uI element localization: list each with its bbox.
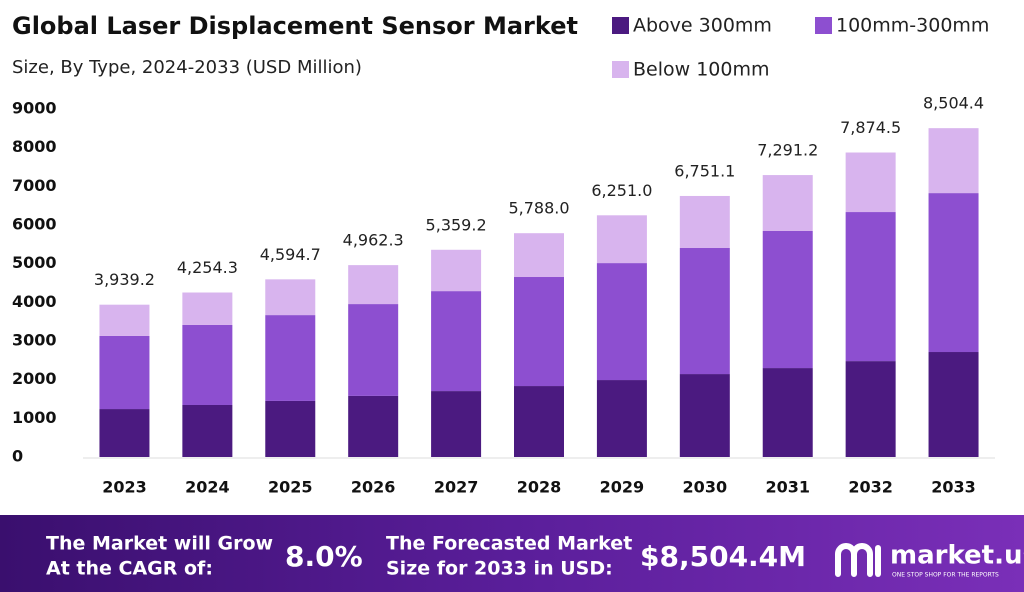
- y-tick-label: 9000: [12, 99, 57, 118]
- y-tick-label: 0: [12, 447, 23, 466]
- x-tick-label: 2030: [683, 478, 728, 497]
- x-tick-label: 2024: [185, 478, 230, 497]
- x-tick-label: 2026: [351, 478, 396, 497]
- total-label: 7,874.5: [840, 118, 901, 137]
- bar-segment: [431, 291, 482, 392]
- bar-segment: [265, 279, 316, 316]
- forecast-text: The Forecasted Market: [386, 533, 632, 555]
- forecast-text: Size for 2033 in USD:: [386, 558, 613, 580]
- bar-segment: [514, 277, 564, 387]
- bar-segment: [348, 395, 399, 457]
- bar-segment: [845, 212, 896, 362]
- x-tick-label: 2023: [102, 478, 147, 497]
- x-tick-label: 2027: [434, 478, 479, 497]
- y-tick-label: 3000: [12, 331, 57, 350]
- bar-segment: [99, 335, 150, 410]
- bar-segment: [928, 352, 979, 457]
- bar-segment: [348, 265, 399, 305]
- bar-segment: [762, 175, 813, 231]
- chart-subtitle: Size, By Type, 2024-2033 (USD Million): [12, 57, 362, 78]
- total-label: 4,594.7: [260, 245, 321, 264]
- total-label: 7,291.2: [757, 141, 818, 160]
- total-label: 6,751.1: [674, 161, 735, 180]
- legend-swatch: [612, 61, 629, 78]
- tagline: ONE STOP SHOP FOR THE REPORTS: [892, 572, 999, 579]
- bar-segment: [845, 361, 896, 457]
- x-tick-label: 2031: [765, 478, 810, 497]
- total-label: 3,939.2: [94, 270, 155, 289]
- bar-segment: [348, 304, 399, 396]
- x-tick-label: 2028: [517, 478, 562, 497]
- total-label: 4,962.3: [343, 231, 404, 250]
- bar-segment: [182, 324, 233, 405]
- brand: market.us: [890, 541, 1024, 571]
- total-label: 6,251.0: [591, 181, 652, 200]
- legend-swatch: [815, 17, 832, 34]
- bar-segment: [182, 292, 233, 325]
- bar-segment: [596, 215, 647, 264]
- bar-segment: [99, 409, 150, 457]
- bar-segment: [679, 195, 730, 249]
- cagr-text: The Market will Grow: [46, 533, 273, 555]
- bar-segment: [596, 380, 647, 457]
- x-tick-label: 2032: [848, 478, 893, 497]
- y-tick-label: 4000: [12, 292, 57, 311]
- total-label: 4,254.3: [177, 258, 238, 277]
- legend-label: Above 300mm: [633, 15, 772, 37]
- cagr-text: At the CAGR of:: [46, 558, 213, 580]
- bar-segment: [679, 248, 730, 375]
- y-tick-label: 5000: [12, 253, 57, 272]
- total-label: 8,504.4: [923, 94, 984, 113]
- bar-segment: [514, 233, 564, 278]
- y-tick-label: 7000: [12, 176, 57, 195]
- total-label: 5,788.0: [508, 199, 569, 218]
- y-tick-label: 2000: [12, 369, 57, 388]
- bar-segment: [431, 391, 482, 457]
- bar-segment: [596, 263, 647, 381]
- y-tick-label: 8000: [12, 137, 57, 156]
- bar-segment: [928, 193, 979, 353]
- forecast-value: $8,504.4M: [640, 540, 806, 573]
- bar-segment: [762, 368, 813, 457]
- bar-segment: [265, 400, 316, 457]
- bar-segment: [431, 249, 482, 292]
- bar-segment: [762, 230, 813, 369]
- bar-segment: [182, 404, 233, 457]
- bar-segment: [99, 304, 150, 336]
- chart-title: Global Laser Displacement Sensor Market: [12, 12, 578, 40]
- bar-segment: [679, 374, 730, 457]
- y-tick-label: 1000: [12, 408, 57, 427]
- bar-segment: [928, 128, 979, 194]
- x-tick-label: 2025: [268, 478, 313, 497]
- legend-label: Below 100mm: [633, 59, 770, 81]
- total-label: 5,359.2: [426, 215, 487, 234]
- bar-segment: [265, 315, 316, 401]
- brand-logo: [835, 543, 881, 577]
- cagr-value: 8.0%: [285, 540, 363, 573]
- x-tick-label: 2033: [931, 478, 976, 497]
- bar-segment: [514, 386, 564, 457]
- bar-segment: [845, 152, 896, 213]
- y-tick-label: 6000: [12, 215, 57, 234]
- legend-label: 100mm-300mm: [836, 15, 989, 37]
- legend-swatch: [612, 17, 629, 34]
- x-tick-label: 2029: [600, 478, 645, 497]
